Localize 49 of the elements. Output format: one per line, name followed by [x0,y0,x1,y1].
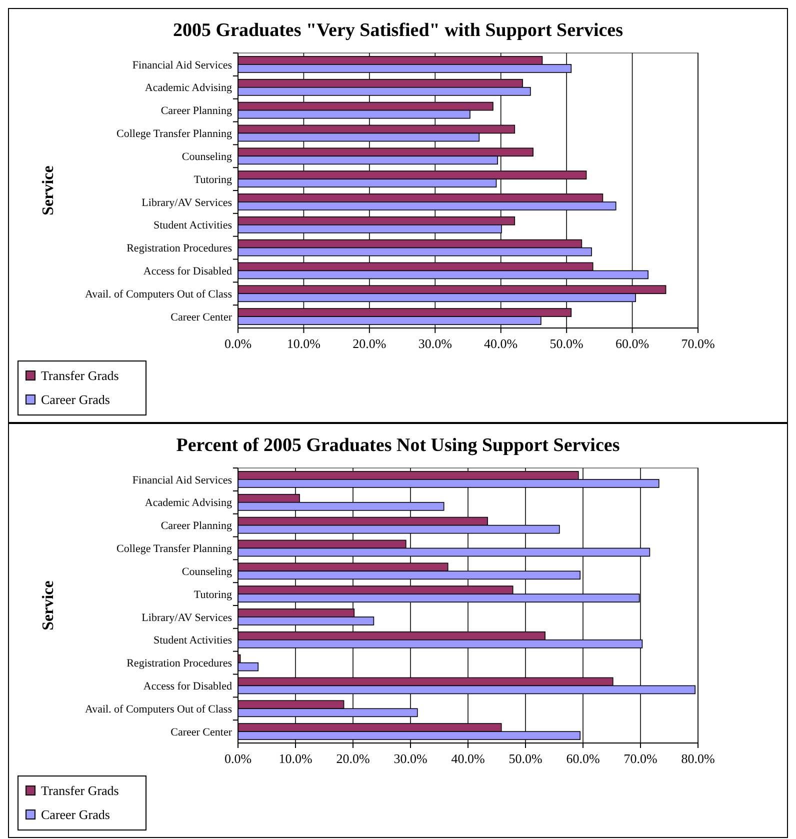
x-tick-label: 50.0% [508,751,542,766]
y-tick-label: Financial Aid Services [132,59,232,72]
y-tick-label: Counseling [182,150,232,163]
y-tick-label: Career Center [170,311,232,324]
x-tick-label: 20.0% [336,751,370,766]
x-tick-label: 80.0% [681,751,715,766]
x-tick-label: 10.0% [278,751,312,766]
y-tick-label: Academic Advising [144,82,232,94]
y-tick-label: Academic Advising [144,497,232,510]
x-tick-label: 0.0% [224,751,252,766]
x-tick-label: 10.0% [286,336,321,351]
y-tick-label: Tutoring [194,588,232,601]
y-tick-label: Registration Procedures [126,242,232,255]
x-tick-label: 50.0% [550,336,584,351]
chart-title: 2005 Graduates "Very Satisfied" with Support Services [172,20,624,41]
chart-title: Percent of 2005 Graduates Not Using Support Services [176,435,620,456]
y-tick-label: Registration Procedures [126,658,232,670]
y-tick-label: Access for Disabled [143,680,232,693]
y-axis-title: Service [40,166,57,216]
y-tick-label: Avail. of Computers Out of Class [84,288,232,300]
legend-label: Career Grads [41,807,110,822]
y-tick-label: Career Center [170,726,232,738]
y-tick-label: Library/AV Services [142,612,232,624]
x-tick-label: 70.0% [624,751,658,766]
x-tick-label: 40.0% [451,751,485,766]
y-tick-label: Tutoring [194,174,232,186]
y-axis-title: Service [40,580,57,630]
y-tick-label: Access for Disabled [143,266,232,278]
x-tick-label: 20.0% [352,336,386,351]
x-tick-label: 70.0% [681,336,715,351]
x-tick-label: 40.0% [484,336,518,351]
y-tick-label: Career Planning [160,105,232,118]
x-tick-label: 60.0% [566,751,600,766]
y-tick-label: College Transfer Planning [116,128,232,140]
y-tick-label: Career Planning [160,520,232,532]
x-tick-label: 60.0% [615,336,650,351]
legend-label: Transfer Grads [41,368,119,383]
y-tick-label: Counseling [182,566,232,578]
x-tick-label: 30.0% [394,751,428,766]
y-tick-label: College Transfer Planning [116,543,232,556]
x-tick-label: 0.0% [224,336,252,351]
y-tick-label: Library/AV Services [142,196,232,209]
y-tick-label: Student Activities [153,220,232,232]
legend-label: Career Grads [41,392,110,407]
y-tick-label: Financial Aid Services [132,474,232,486]
y-tick-label: Student Activities [153,634,232,647]
y-tick-label: Avail. of Computers Out of Class [84,703,232,716]
x-tick-label: 30.0% [418,336,452,351]
legend-label: Transfer Grads [41,783,119,798]
